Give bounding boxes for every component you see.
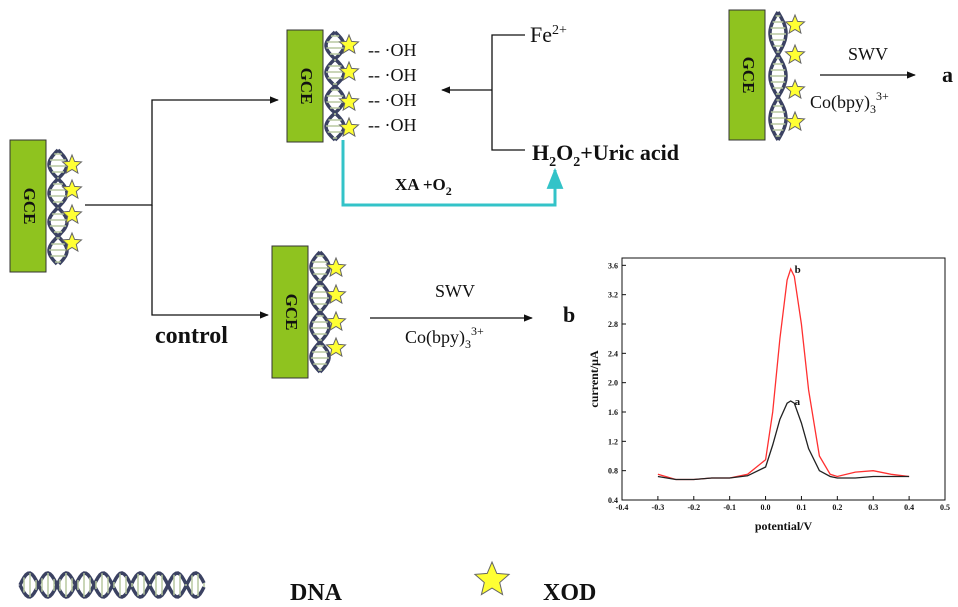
- y-tick-label: 0.4: [608, 496, 618, 505]
- subscript: 3: [465, 337, 471, 351]
- reagent-label: Co(bpy)33+: [810, 89, 889, 116]
- electrode-label: GCE: [20, 188, 39, 225]
- y-tick-label: 3.6: [608, 261, 618, 270]
- y-tick-label: 2.8: [608, 320, 618, 329]
- x-tick-label: 0.0: [761, 503, 771, 512]
- y-tick-label: 0.8: [608, 467, 618, 476]
- reaction-label: XA +O2: [395, 175, 452, 198]
- x-tick-label: -0.1: [723, 503, 736, 512]
- series-label: b: [795, 264, 801, 276]
- xod-star: [786, 15, 805, 33]
- text: XA +O: [395, 175, 446, 194]
- electrode-label: GCE: [282, 294, 301, 331]
- strand: [311, 252, 329, 372]
- text: +Uric acid: [580, 140, 679, 165]
- xod-star: [786, 45, 805, 63]
- y-tick-label: 1.6: [608, 408, 618, 417]
- text: H: [532, 140, 549, 165]
- y-tick-label: 2.4: [608, 349, 618, 358]
- control-label: control: [155, 323, 228, 349]
- x-axis-label: potential/V: [755, 519, 813, 533]
- xod-star: [786, 80, 805, 98]
- reagent-label: H2O2+Uric acid: [532, 140, 679, 170]
- legend-label: DNA: [290, 580, 343, 606]
- text: Fe: [530, 22, 552, 47]
- strand: [49, 150, 67, 264]
- legend-label: XOD: [543, 580, 596, 606]
- radical-label: -- ·OH: [368, 90, 416, 110]
- y-tick-label: 3.2: [608, 291, 618, 300]
- subscript: 2: [446, 184, 452, 198]
- superscript: 3+: [876, 89, 889, 103]
- dna-helix: [311, 252, 329, 372]
- method-label: SWV: [435, 281, 475, 301]
- subscript: 3: [870, 102, 876, 116]
- subscript: 2: [549, 155, 556, 170]
- x-tick-label: 0.2: [832, 503, 842, 512]
- xod-star: [786, 112, 805, 130]
- x-tick-label: 0.3: [868, 503, 878, 512]
- x-tick-label: -0.3: [652, 503, 665, 512]
- y-tick-label: 1.2: [608, 437, 618, 446]
- radical-label: -- ·OH: [368, 40, 416, 60]
- superscript: 2+: [552, 23, 567, 38]
- method-label: SWV: [848, 44, 888, 64]
- xod-star: [327, 258, 346, 276]
- plot-frame: [622, 258, 945, 500]
- y-axis-label: current/μA: [587, 350, 601, 408]
- electrode-label: GCE: [739, 57, 758, 94]
- radical-label: -- ·OH: [368, 115, 416, 135]
- text: O: [556, 140, 573, 165]
- y-tick-label: 2.0: [608, 379, 618, 388]
- result-label: a: [942, 62, 953, 87]
- dna-helix: [770, 12, 786, 140]
- radical-label: -- ·OH: [368, 65, 416, 85]
- electrode-label: GCE: [297, 68, 316, 105]
- superscript: 3+: [471, 324, 484, 338]
- arrow: [152, 205, 268, 315]
- x-tick-label: 0.1: [796, 503, 806, 512]
- subscript: 2: [573, 155, 580, 170]
- dna-helix: [49, 150, 67, 264]
- fe-label: Fe2+: [530, 22, 567, 47]
- xod-star: [475, 562, 509, 595]
- arrow: [85, 100, 278, 205]
- x-tick-label: 0.5: [940, 503, 950, 512]
- figure: GCE GCE GCE GCE -- ·OH -- ·OH -- ·OH -- …: [0, 0, 958, 607]
- series-label: a: [795, 396, 801, 408]
- dna-helix: [326, 32, 344, 140]
- bracket: [492, 35, 525, 150]
- result-label: b: [563, 302, 575, 327]
- text: Co(bpy): [810, 92, 870, 113]
- reagent-label: Co(bpy)33+: [405, 324, 484, 351]
- dna-helix: [20, 573, 204, 597]
- x-tick-label: 0.4: [904, 503, 914, 512]
- x-tick-label: -0.2: [687, 503, 700, 512]
- text: Co(bpy): [405, 327, 465, 348]
